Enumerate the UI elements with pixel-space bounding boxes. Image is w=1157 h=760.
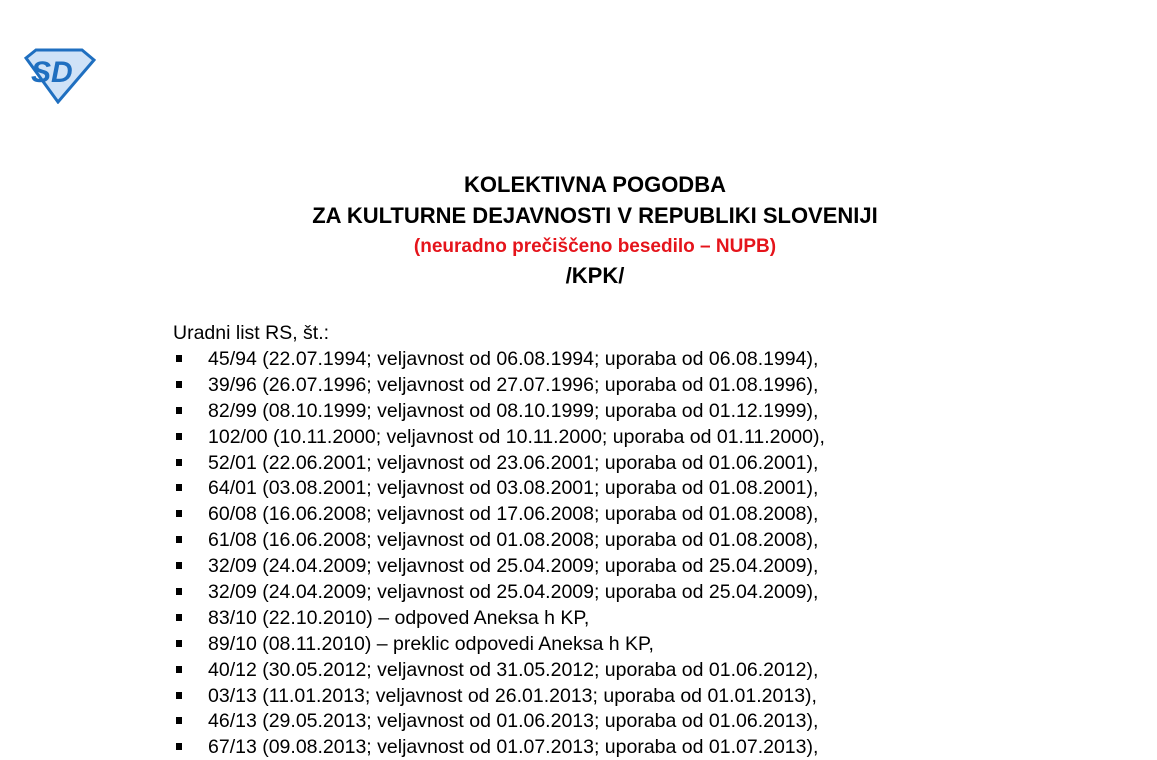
list-item: 46/13 (29.05.2013; veljavnost od 01.06.2…: [173, 708, 825, 734]
list-item-text: 03/13 (11.01.2013; veljavnost od 26.01.2…: [208, 684, 817, 707]
list-item-text: 61/08 (16.06.2008; veljavnost od 01.08.2…: [208, 529, 819, 552]
list-item: 40/12 (30.05.2012; veljavnost od 31.05.2…: [173, 657, 825, 683]
list-item: 32/09 (24.04.2009; veljavnost od 25.04.2…: [173, 579, 825, 605]
bullet-icon: [176, 355, 182, 362]
list-item: 03/13 (11.01.2013; veljavnost od 26.01.2…: [173, 683, 825, 709]
bullet-icon: [176, 691, 182, 699]
list-item-text: 45/94 (22.07.1994; veljavnost od 06.08.1…: [208, 348, 819, 370]
list-item-text: 46/13 (29.05.2013; veljavnost od 01.06.2…: [208, 710, 819, 733]
list-item: 82/99 (08.10.1999; veljavnost od 08.10.1…: [173, 398, 825, 424]
bullet-icon: [176, 406, 182, 414]
list-item: 39/96 (26.07.1996; veljavnost od 27.07.1…: [173, 372, 825, 398]
list-item: 64/01 (03.08.2001; veljavnost od 03.08.2…: [173, 475, 825, 501]
svg-text:SD: SD: [31, 56, 73, 89]
bullet-icon: [176, 588, 182, 596]
list-item: 60/08 (16.06.2008; veljavnost od 17.06.2…: [173, 501, 825, 527]
list-item-text: 39/96 (26.07.1996; veljavnost od 27.07.1…: [208, 373, 819, 396]
bullet-icon: [176, 510, 182, 518]
list-item-text: 32/09 (24.04.2009; veljavnost od 25.04.2…: [208, 581, 819, 604]
list-item: 83/10 (22.10.2010) – odpoved Aneksa h KP…: [173, 605, 825, 631]
list-item-text: 32/09 (24.04.2009; veljavnost od 25.04.2…: [208, 555, 819, 578]
logo: SD: [23, 48, 96, 104]
gazette-list: 45/94 (22.07.1994; veljavnost od 06.08.1…: [173, 346, 825, 760]
bullet-icon: [176, 380, 182, 388]
list-item: 89/10 (08.11.2010) – preklic odpovedi An…: [173, 631, 825, 657]
document-abbreviation: /KPK/: [565, 263, 625, 288]
list-item-text: 83/10 (22.10.2010) – odpoved Aneksa h KP…: [208, 606, 590, 629]
list-item: 45/94 (22.07.1994; veljavnost od 06.08.1…: [173, 346, 825, 372]
list-item: 52/01 (22.06.2001; veljavnost od 23.06.2…: [173, 450, 825, 476]
list-item: 67/13 (09.08.2013; veljavnost od 01.07.2…: [173, 734, 825, 760]
list-item: 32/09 (24.04.2009; veljavnost od 25.04.2…: [173, 553, 825, 579]
gazette-intro: Uradni list RS, št.:: [173, 322, 330, 344]
list-item-text: 102/00 (10.11.2000; veljavnost od 10.11.…: [208, 425, 825, 448]
bullet-icon: [176, 562, 182, 570]
list-item-text: 89/10 (08.11.2010) – preklic odpovedi An…: [208, 632, 654, 655]
list-item-text: 82/99 (08.10.1999; veljavnost od 08.10.1…: [208, 399, 819, 422]
list-item-text: 60/08 (16.06.2008; veljavnost od 17.06.2…: [208, 503, 819, 526]
document-subtitle: (neuradno prečiščeno besedilo – NUPB): [413, 236, 777, 257]
list-item-text: 64/01 (03.08.2001; veljavnost od 03.08.2…: [208, 477, 819, 500]
bullet-icon: [176, 717, 182, 725]
bullet-icon: [176, 432, 182, 440]
list-item-text: 52/01 (22.06.2001; veljavnost od 23.06.2…: [208, 451, 819, 474]
bullet-icon: [176, 536, 182, 544]
list-item-text: 67/13 (09.08.2013; veljavnost od 01.07.2…: [208, 736, 819, 759]
list-item-text: 40/12 (30.05.2012; veljavnost od 31.05.2…: [208, 658, 819, 681]
bullet-icon: [176, 484, 182, 492]
document-title-line2: ZA KULTURNE DEJAVNOSTI V REPUBLIKI SLOVE…: [312, 203, 878, 228]
list-item: 61/08 (16.06.2008; veljavnost od 01.08.2…: [173, 527, 825, 553]
bullet-icon: [176, 743, 182, 751]
list-item: 102/00 (10.11.2000; veljavnost od 10.11.…: [173, 424, 825, 450]
bullet-icon: [176, 639, 182, 647]
bullet-icon: [176, 665, 182, 673]
bullet-icon: [176, 458, 182, 466]
bullet-icon: [176, 613, 182, 621]
document-title: KOLEKTIVNA POGODBA: [464, 172, 726, 197]
